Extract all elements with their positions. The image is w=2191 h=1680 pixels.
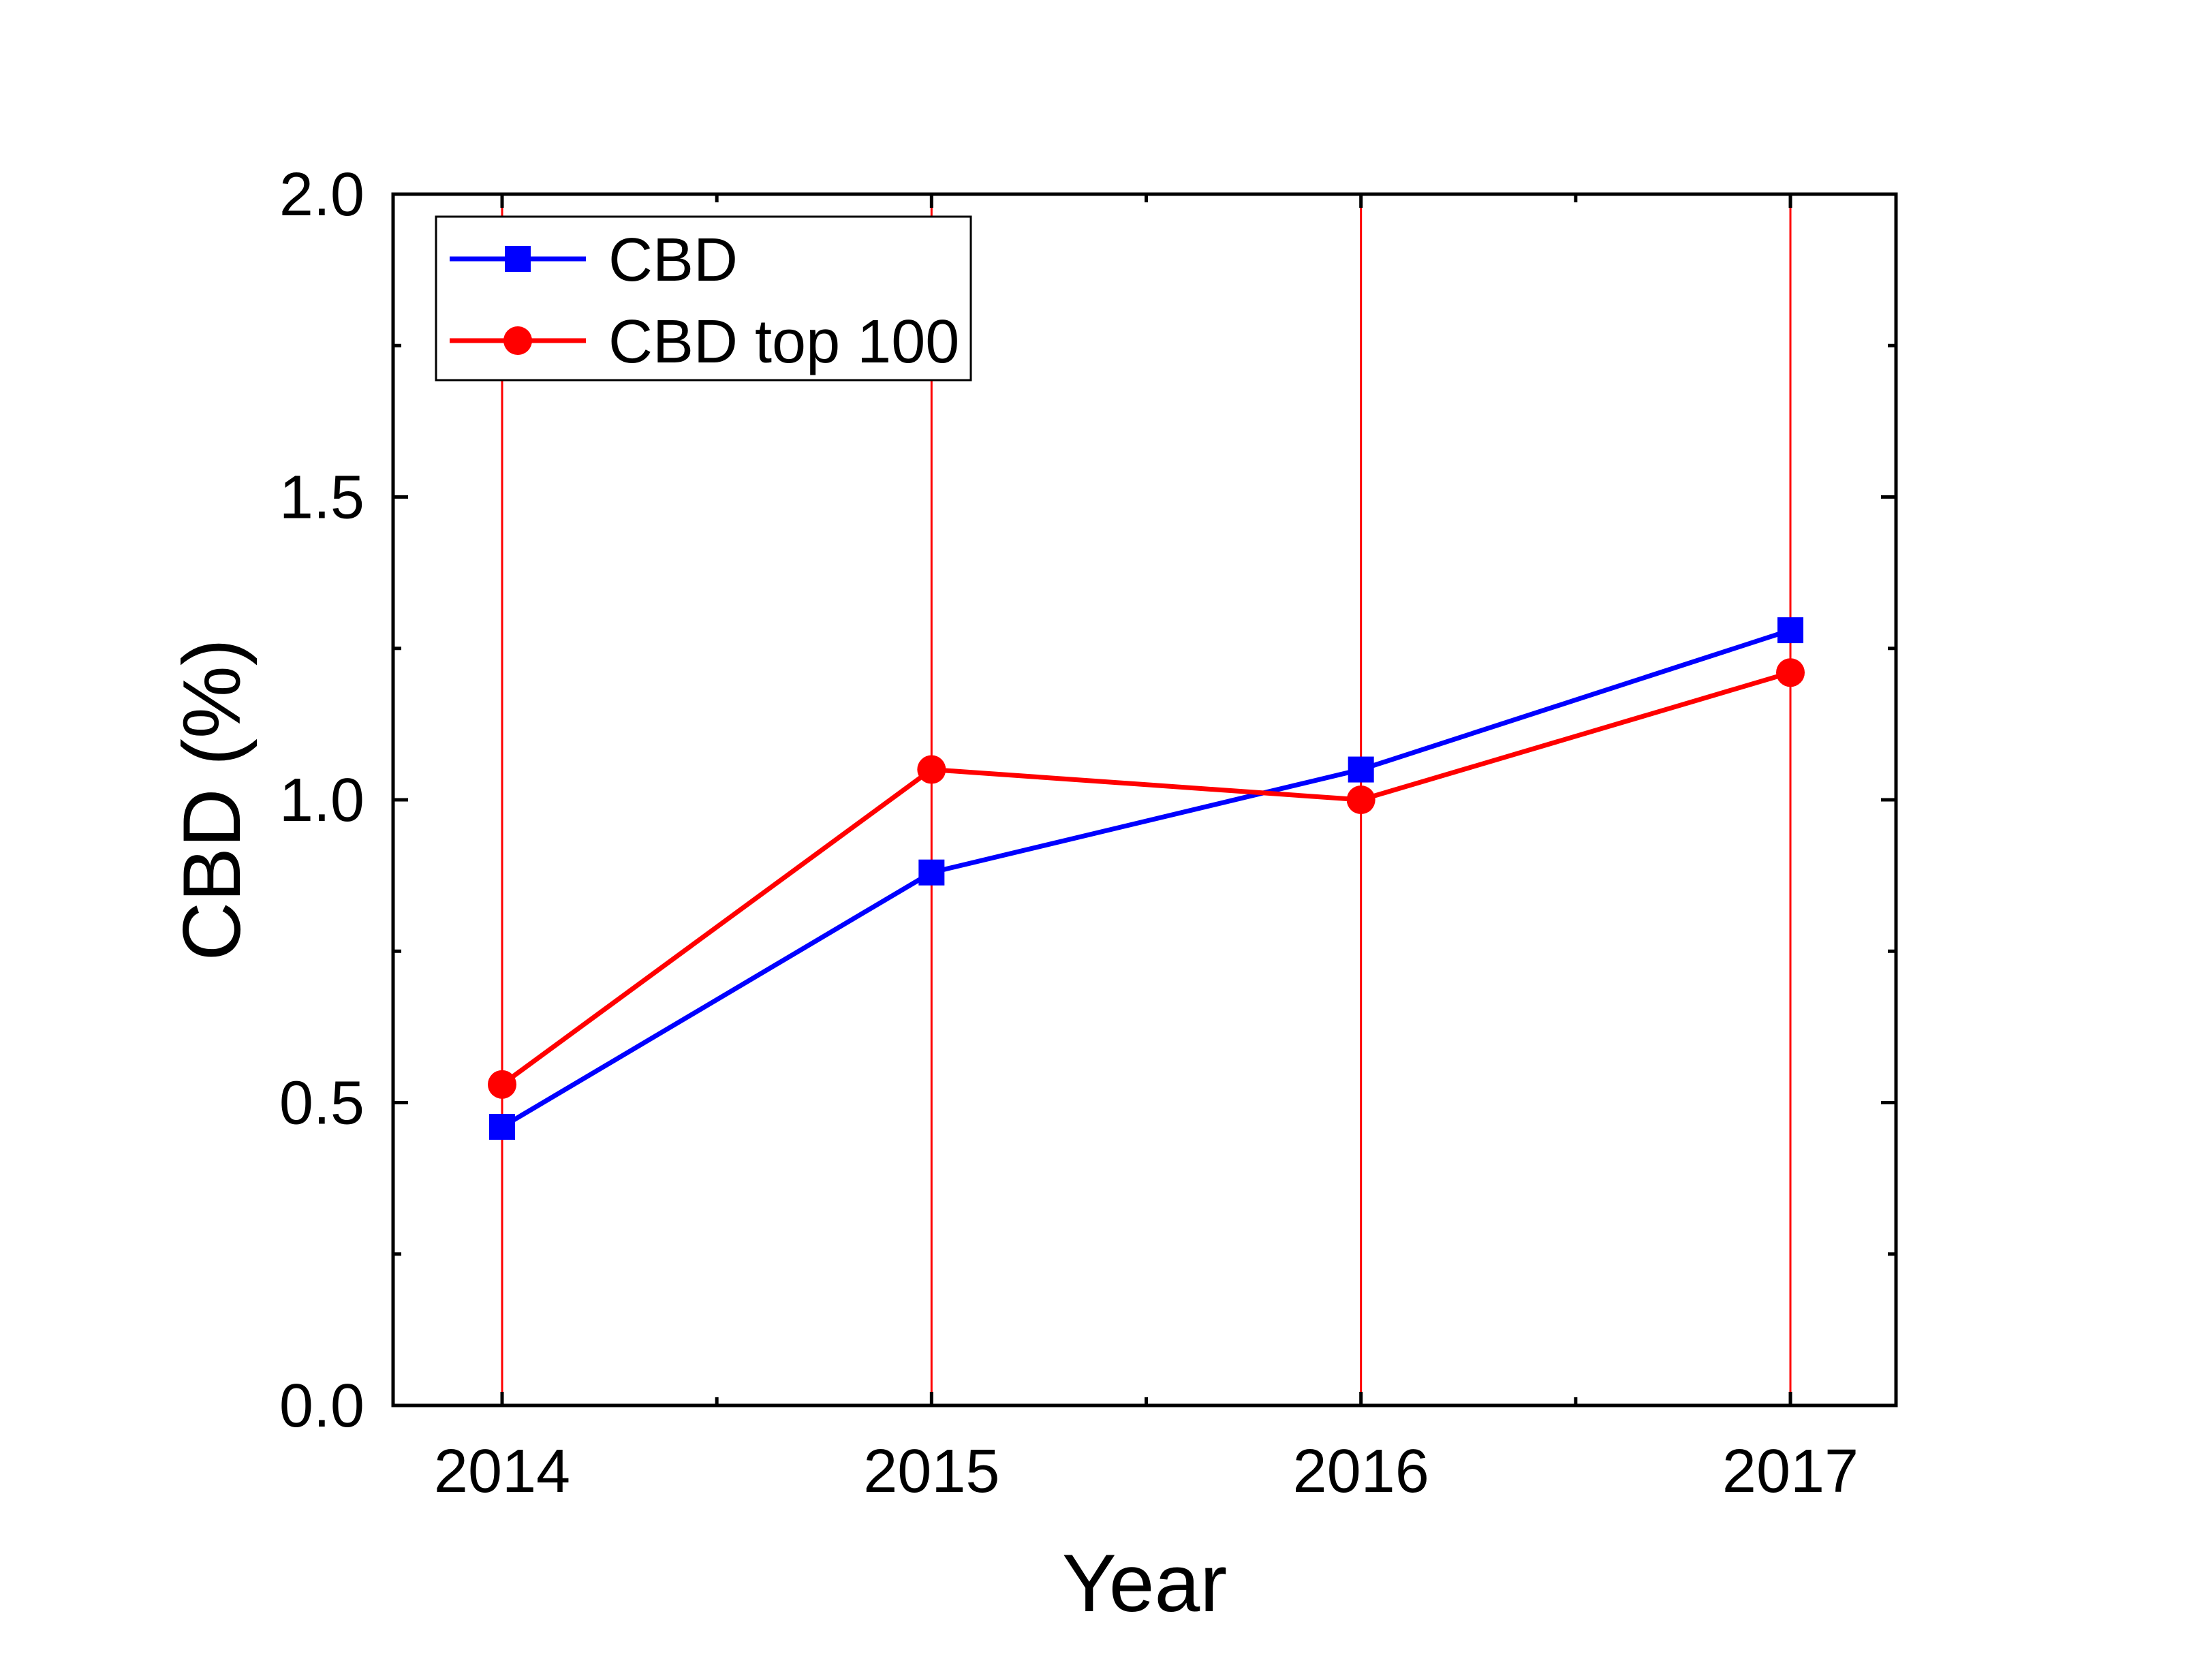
data-point-circle <box>917 755 946 784</box>
legend-label: CBD top 100 <box>608 308 959 376</box>
y-tick-label: 0.0 <box>279 1372 364 1440</box>
legend-marker-square <box>505 246 531 272</box>
data-point-square <box>1348 756 1374 783</box>
x-tick-label: 2017 <box>1722 1437 1859 1506</box>
data-point-square <box>1777 617 1803 644</box>
legend-box <box>435 215 972 382</box>
x-axis-title: Year <box>1062 1538 1227 1629</box>
x-tick-label: 2014 <box>434 1437 570 1506</box>
y-tick-label: 1.0 <box>279 766 364 835</box>
tick-layer: 2014 2015 2016 2017 0.0 0.5 1.0 1.5 2.0 <box>279 161 1896 1506</box>
y-axis-title: CBD (%) <box>166 638 258 961</box>
data-point-circle <box>1776 658 1805 687</box>
data-point-circle <box>488 1070 516 1099</box>
data-point-circle <box>1346 785 1376 814</box>
y-tick-label: 0.5 <box>279 1070 364 1138</box>
y-tick-label: 2.0 <box>279 161 364 229</box>
legend-label: CBD <box>608 226 738 294</box>
data-point-square <box>918 859 945 886</box>
data-point-square <box>489 1114 515 1140</box>
series-line-1 <box>500 670 1791 1087</box>
legend-marker-circle <box>503 326 532 355</box>
series-line-0 <box>501 627 1792 1130</box>
y-tick-label: 1.5 <box>279 464 364 532</box>
x-tick-label: 2016 <box>1293 1437 1429 1506</box>
x-tick-label: 2015 <box>863 1437 999 1506</box>
legend: CBD CBD top 100 <box>435 215 972 382</box>
series-layer <box>488 617 1805 1140</box>
